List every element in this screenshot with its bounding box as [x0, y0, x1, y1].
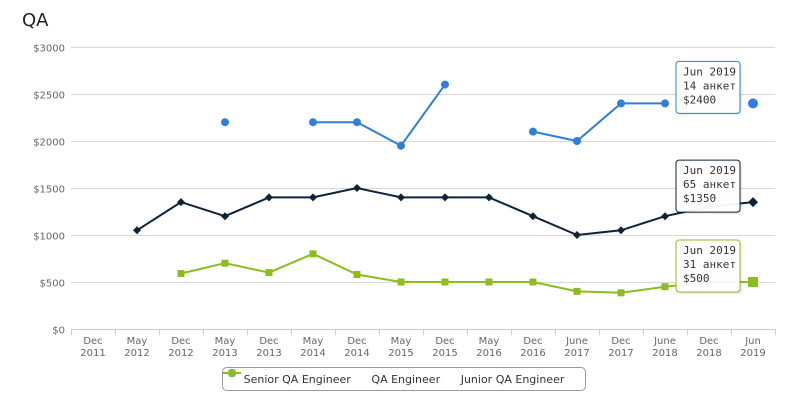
tooltip-line: $1350: [683, 192, 716, 205]
tooltip-box: [675, 159, 741, 213]
tooltip-line: 14 анкет: [683, 79, 736, 92]
data-point: [353, 270, 361, 278]
data-point: [573, 137, 581, 145]
legend-label: Junior QA Engineer: [460, 372, 565, 386]
series-junior-qa-engineer: [177, 250, 758, 297]
data-point: [309, 193, 317, 202]
series-line: [532, 102, 665, 143]
data-point: [177, 270, 185, 278]
data-point: [617, 226, 625, 235]
y-axis: $0 $500 $1000 $1500 $2000 $2500 $3000: [33, 44, 65, 337]
legend-item[interactable]: QA Engineer: [223, 369, 441, 386]
data-point: [309, 118, 317, 127]
series-line: [180, 252, 753, 294]
legend-symbol-icon: [223, 369, 241, 377]
y-tick-label: $1500: [33, 185, 65, 196]
tooltip-line: $500: [683, 272, 710, 285]
y-tick-label: $3000: [33, 44, 65, 55]
data-point: [441, 80, 449, 89]
data-point: [617, 289, 625, 297]
data-point: [529, 212, 537, 221]
data-point: [221, 259, 229, 267]
tooltip-line: Jun 2019: [683, 65, 736, 78]
chart-legend: Senior QA Engineer QA Engineer Junior QA E…: [222, 367, 586, 391]
x-tick-label: May 2016: [476, 336, 501, 359]
x-tick-label: Dec 2012: [168, 336, 193, 359]
data-point: [748, 98, 758, 109]
data-point: [397, 141, 405, 150]
series-senior-qa-engineer: [221, 80, 758, 150]
legend-item[interactable]: Senior QA Engineer: [223, 369, 351, 386]
data-point: [309, 250, 317, 258]
data-point: [748, 197, 758, 208]
data-point: [265, 193, 273, 202]
data-point: [177, 198, 185, 207]
tooltip-line: Jun 2019: [683, 244, 736, 257]
x-tick-label: May 2015: [388, 336, 413, 359]
chart-title: QA: [22, 10, 49, 31]
tooltip-box: [675, 60, 741, 114]
tooltip-line: $2400: [683, 93, 716, 106]
legend-item[interactable]: Junior QA Engineer: [223, 369, 565, 386]
x-tick-label: Dec 2018: [696, 336, 721, 359]
series-line: [313, 84, 446, 147]
data-point: [529, 127, 537, 136]
x-tick-label: Dec 2011: [80, 336, 105, 359]
x-tick-label: June 2017: [564, 336, 589, 359]
data-point: [485, 193, 493, 202]
data-point: [661, 212, 669, 221]
tooltip-box: [675, 239, 741, 293]
legend-label: QA Engineer: [371, 372, 441, 386]
x-tick-label: Dec 2014: [344, 336, 369, 359]
y-tick-label: $2000: [33, 138, 65, 149]
series-qa-engineer: [133, 184, 758, 239]
data-point: [573, 287, 581, 295]
x-tick-label: May 2012: [124, 336, 149, 359]
x-tick-label: May 2014: [300, 336, 325, 359]
data-point: [661, 283, 669, 291]
x-tick-label: June 2018: [652, 336, 677, 359]
data-point: [485, 278, 493, 286]
data-point: [221, 212, 229, 221]
data-point: [228, 369, 236, 377]
x-tick-label: Dec 2017: [608, 336, 633, 359]
data-point: [265, 269, 273, 277]
data-point: [529, 278, 537, 286]
data-point: [573, 231, 581, 239]
data-point: [661, 99, 669, 108]
x-tick-label: Jun 2019: [740, 336, 765, 359]
x-axis: Dec 2011 May 2012 Dec 2012 May 2013 Dec 2013 May 20…: [71, 329, 776, 359]
data-point: [617, 99, 625, 108]
x-tick-label: Dec 2016: [520, 336, 545, 359]
data-point: [353, 184, 361, 192]
tooltip-line: Jun 2019: [683, 164, 736, 177]
data-point: [748, 277, 758, 287]
x-tick-label: Dec 2013: [256, 336, 281, 359]
data-point: [353, 118, 361, 127]
data-point: [397, 278, 405, 286]
tooltip-line: 65 анкет: [683, 178, 736, 191]
data-point: [221, 118, 229, 127]
tooltip-line: 31 анкет: [683, 258, 736, 271]
data-point: [133, 226, 141, 235]
y-tick-label: $0: [52, 326, 65, 337]
y-tick-label: $1000: [33, 232, 65, 243]
y-tick-label: $500: [40, 279, 65, 290]
data-point: [397, 193, 405, 202]
data-point: [441, 193, 449, 202]
legend-label: Senior QA Engineer: [243, 372, 351, 386]
x-tick-label: Dec 2015: [432, 336, 457, 359]
series-layer: [133, 80, 758, 297]
data-point: [441, 278, 449, 286]
y-tick-label: $2500: [33, 91, 65, 102]
x-tick-label: May 2013: [212, 336, 237, 359]
